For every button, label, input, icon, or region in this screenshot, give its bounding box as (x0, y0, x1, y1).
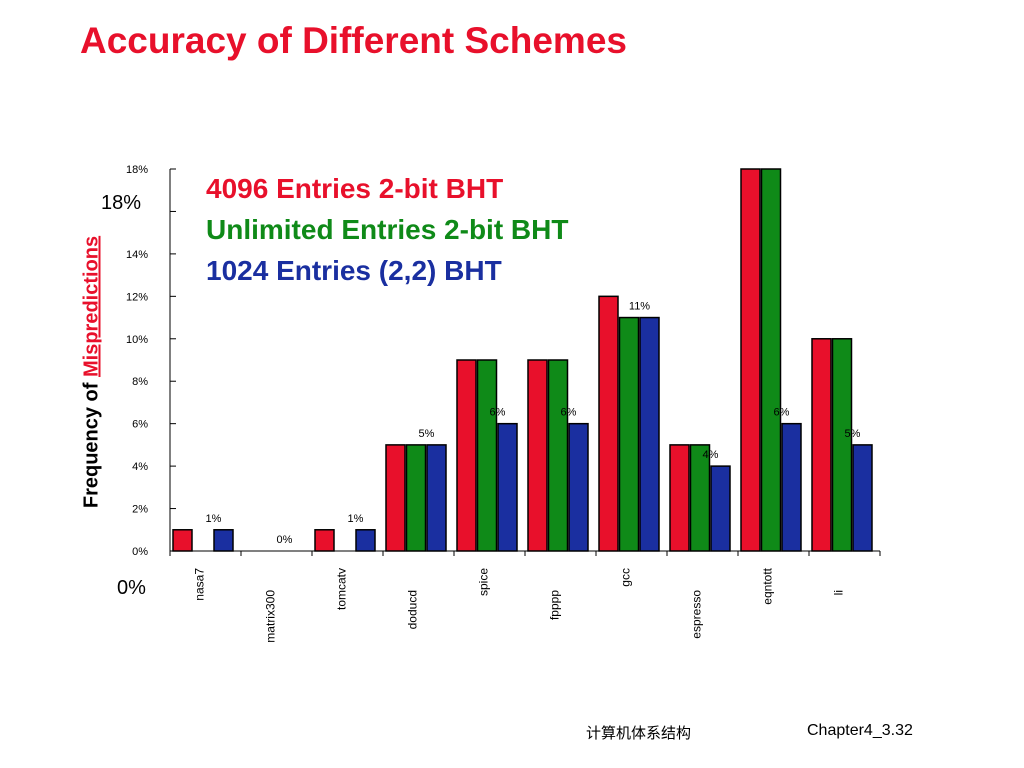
y-tick-label: 8% (132, 376, 148, 388)
y-tick-label: 2% (132, 504, 148, 516)
category-label-matrix300: matrix300 (264, 590, 278, 643)
data-label-li: 5% (845, 428, 861, 440)
bar-li-series-2 (852, 444, 873, 552)
data-label-matrix300: 0% (277, 534, 293, 546)
category-label-li: li (832, 590, 846, 595)
y-tick-label: 14% (126, 249, 148, 261)
bar-fpppp-series-0 (527, 359, 548, 552)
y-tick-label: 12% (126, 291, 148, 303)
category-label-nasa7: nasa7 (193, 568, 207, 601)
category-label-spice: spice (477, 568, 491, 596)
bar-gcc-series-1 (618, 316, 640, 552)
bar-doducd-series-0 (385, 444, 406, 552)
bar-doducd-series-1 (405, 444, 427, 552)
big-y-label-top: 18% (101, 192, 142, 214)
bar-tomcatv-series-2 (355, 529, 376, 552)
y-tick-label: 18% (126, 164, 148, 176)
bar-gcc-series-0 (598, 295, 619, 552)
bar-doducd-series-2 (426, 444, 447, 552)
legend-entry-4096-2bit: 4096 Entries 2-bit BHT (206, 173, 504, 204)
data-label-eqntott: 6% (774, 407, 790, 419)
bar-li-series-0 (811, 338, 832, 552)
data-label-doducd: 5% (419, 428, 435, 440)
data-label-spice: 6% (490, 407, 506, 419)
bar-spice-series-0 (456, 359, 477, 552)
data-label-fpppp: 6% (561, 407, 577, 419)
bar-espresso-series-1 (689, 444, 711, 552)
data-label-gcc: 11% (629, 301, 650, 313)
category-label-tomcatv: tomcatv (335, 568, 349, 610)
bar-li-series-1 (831, 338, 853, 552)
category-label-doducd: doducd (406, 590, 420, 629)
slide-title: Accuracy of Different Schemes (80, 20, 627, 61)
legend-entry-1024-22: 1024 Entries (2,2) BHT (206, 255, 502, 286)
bar-espresso-series-0 (669, 444, 690, 552)
category-label-fpppp: fpppp (548, 590, 562, 620)
bar-tomcatv-series-0 (314, 529, 335, 552)
bar-spice-series-1 (476, 359, 498, 552)
bar-nasa7-series-2 (213, 529, 234, 552)
bar-fpppp-series-1 (547, 359, 569, 552)
category-label-gcc: gcc (619, 568, 633, 587)
bar-fpppp-series-2 (568, 422, 589, 552)
data-label-espresso: 4% (703, 449, 719, 461)
y-tick-label: 0% (132, 546, 148, 558)
y-tick-label: 6% (132, 419, 148, 431)
legend-entry-unlimited-2bit: Unlimited Entries 2-bit BHT (206, 214, 569, 245)
bar-eqntott-series-0 (740, 168, 761, 552)
bar-espresso-series-2 (710, 465, 731, 552)
bar-eqntott-series-1 (760, 168, 782, 552)
category-label-espresso: espresso (690, 590, 704, 639)
footer-page-number: Chapter4_3.32 (807, 722, 913, 739)
category-label-eqntott: eqntott (761, 567, 775, 604)
bar-gcc-series-2 (639, 316, 660, 552)
bar-spice-series-2 (497, 422, 518, 552)
chart-legend: 4096 Entries 2-bit BHT Unlimited Entries… (206, 168, 568, 291)
data-label-tomcatv: 1% (348, 513, 364, 525)
footer-course-name: 计算机体系结构 (586, 724, 692, 742)
y-tick-label: 4% (132, 461, 148, 473)
big-y-label-bottom: 0% (117, 577, 146, 599)
bar-nasa7-series-0 (172, 529, 193, 552)
data-label-nasa7: 1% (206, 513, 222, 525)
bar-eqntott-series-2 (781, 422, 802, 552)
y-tick-label: 10% (126, 334, 148, 346)
